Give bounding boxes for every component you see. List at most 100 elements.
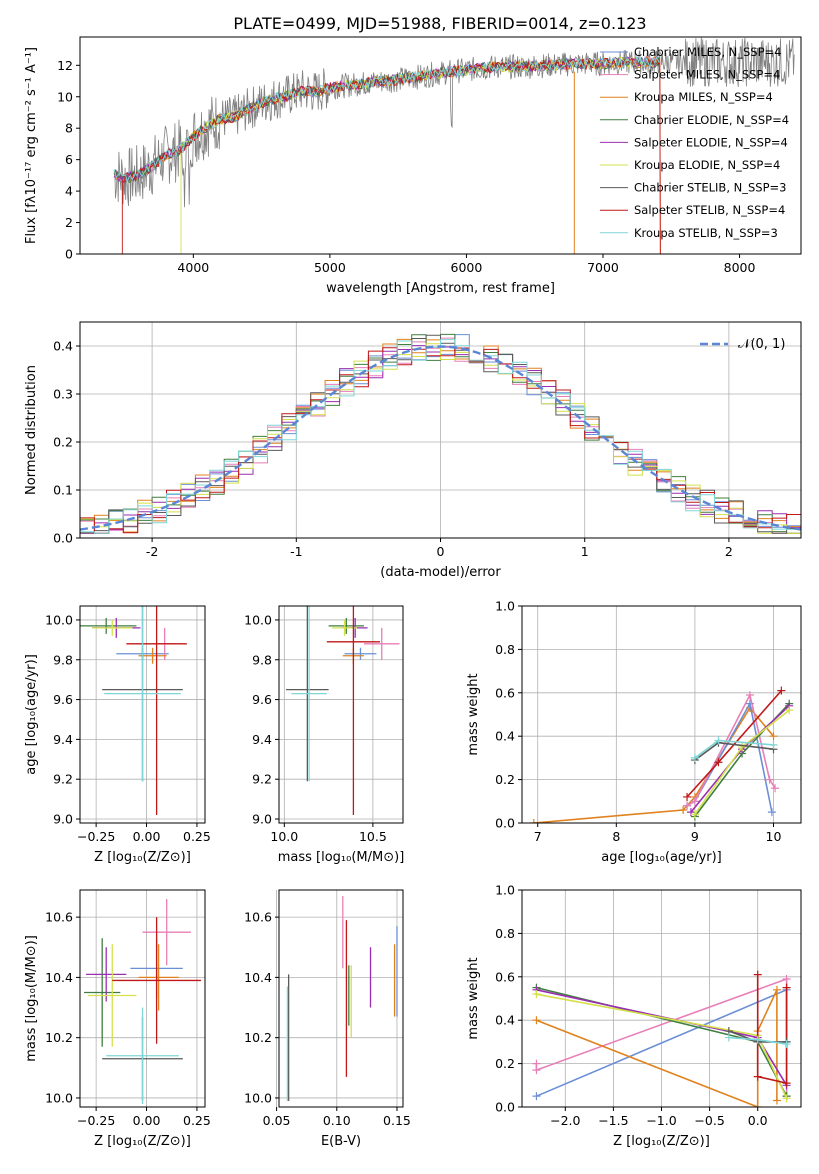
- x-axis-label: mass [log₁₀(M/M⊙)]: [278, 850, 405, 865]
- legend-entry: Chabrier MILES, N_SSP=4: [634, 45, 781, 59]
- y-tick-label: 10.0: [45, 612, 73, 627]
- weight-marker-kroupa_elodie: [782, 1094, 791, 1103]
- weight-marker-salpeter_miles: [690, 797, 699, 806]
- x-tick-label: 0.00: [133, 1113, 161, 1128]
- weight-marker-kroupa_stelib: [782, 1040, 791, 1049]
- x-tick-label: 10.5: [359, 829, 387, 844]
- weight-marker-salpeter_miles: [771, 784, 780, 793]
- weight-marker-kroupa_stelib: [714, 736, 723, 745]
- y-axis-label: Normed distribution: [24, 365, 39, 495]
- y-tick-label: 9.4: [53, 732, 73, 747]
- plot-area: [532, 970, 791, 1107]
- plot-area: [80, 606, 187, 816]
- weight-marker-salpeter_stelib: [753, 970, 762, 979]
- weight-marker-salpeter_miles: [532, 1066, 541, 1075]
- weight-line-salpeter_stelib: [756, 974, 788, 1085]
- x-axis-label: wavelength [Angstrom, rest frame]: [326, 281, 555, 296]
- x-tick-label: 7: [534, 829, 542, 844]
- weight-marker-kroupa_elodie: [690, 810, 699, 819]
- y-axis-label: Flux [fλ10⁻¹⁷ erg cm⁻² s⁻¹ A⁻¹]: [24, 47, 39, 244]
- y-tick-label: 0.4: [495, 729, 515, 744]
- x-tick-label: −1.0: [646, 1113, 676, 1128]
- x-tick-label: 0.00: [133, 829, 161, 844]
- y-tick-label: 10.0: [45, 1090, 73, 1105]
- y-tick-label: 0.0: [495, 1100, 515, 1115]
- legend: Chabrier MILES, N_SSP=4 Salpeter MILES, N…: [600, 45, 789, 240]
- x-tick-label: 0.10: [323, 1113, 351, 1128]
- mass-vs-ebv-panel: 0.05 0.10 0.15 10.0 10.2 10.4 10.6 E(B-V): [244, 889, 411, 1149]
- weight-marker-salpeter_stelib: [683, 792, 692, 801]
- plot-area: [80, 333, 801, 534]
- y-tick-label: 0.2: [495, 1056, 515, 1071]
- x-tick-label: 0: [437, 544, 445, 559]
- y-tick-label: 0.4: [495, 1013, 515, 1028]
- legend-entry: Kroupa MILES, N_SSP=4: [634, 90, 773, 104]
- weight-marker-kroupa_miles: [753, 1103, 762, 1107]
- weight-marker-kroupa_miles: [769, 732, 778, 741]
- weight-marker-kroupa_elodie: [738, 743, 747, 752]
- y-tick-label: 10.6: [45, 910, 73, 925]
- weight-marker-kroupa_miles: [532, 1016, 541, 1025]
- residuals-panel: 𝒩(0, 1) -2 -1 0 1 2 0.0 0.1 0.2 0.3 0.4 (data-model…: [24, 321, 802, 580]
- x-tick-label: 7000: [587, 260, 619, 275]
- weight-marker-salpeter_miles: [765, 775, 774, 784]
- y-tick-label: 9.0: [252, 812, 272, 827]
- y-tick-label: 10.2: [244, 1030, 272, 1045]
- weight-marker-kroupa_stelib: [724, 1033, 733, 1042]
- legend-entry: Kroupa STELIB, N_SSP=3: [634, 226, 778, 240]
- weight-marker-kroupa_stelib: [769, 740, 778, 749]
- y-tick-label: 0.6: [495, 685, 515, 700]
- y-tick-label: 0.0: [53, 531, 73, 546]
- weight-marker-salpeter_miles: [782, 974, 791, 983]
- y-tick-label: 10.4: [244, 970, 272, 985]
- y-axis-label: mass weight: [466, 673, 481, 755]
- axes-frame: [521, 605, 802, 824]
- y-tick-label: 0.8: [495, 642, 515, 657]
- x-tick-label: 10.0: [270, 829, 298, 844]
- y-tick-label: 10.2: [45, 1030, 73, 1045]
- x-axis-label: (data-model)/error: [380, 565, 501, 580]
- y-tick-label: 0.0: [495, 816, 515, 831]
- x-tick-label: 2: [725, 544, 733, 559]
- gaussian-curve: [80, 345, 801, 531]
- x-tick-label: −1.5: [598, 1113, 628, 1128]
- model-spectrum-kroupa_stelib: [113, 55, 661, 184]
- x-tick-label: 8000: [724, 260, 756, 275]
- model-spectrum-kroupa_elodie: [180, 56, 660, 254]
- y-tick-label: 1.0: [495, 883, 515, 898]
- weight-marker-salpeter_stelib: [777, 686, 786, 695]
- spectrum-panel: Chabrier MILES, N_SSP=4 Salpeter MILES, N…: [24, 36, 802, 296]
- plot-area: [286, 896, 398, 1101]
- x-tick-label: 0.0: [748, 1113, 768, 1128]
- x-tick-label: 0.25: [183, 829, 211, 844]
- x-tick-label: −0.25: [77, 1113, 115, 1128]
- y-tick-label: 0.8: [495, 926, 515, 941]
- weight-marker-kroupa_miles: [529, 819, 538, 823]
- weight-marker-kroupa_elodie: [785, 706, 794, 715]
- axes-frame: [79, 605, 206, 824]
- x-tick-label: 5000: [314, 260, 346, 275]
- y-tick-label: 2: [65, 215, 73, 230]
- y-tick-label: 9.6: [53, 692, 73, 707]
- plot-area: [529, 686, 794, 823]
- weight-marker-salpeter_stelib: [753, 1072, 762, 1081]
- y-tick-label: 0.6: [495, 969, 515, 984]
- y-tick-label: 0.4: [53, 339, 73, 354]
- age-vs-mass-panel: 10.0 10.5 9.0 9.2 9.4 9.6 9.8 10.0 mass [log₁₀(M…: [244, 605, 405, 865]
- figure-title: PLATE=0499, MJD=51988, FIBERID=0014, z=0…: [233, 14, 646, 33]
- x-tick-label: 10: [766, 829, 782, 844]
- legend-entry: Kroupa ELODIE, N_SSP=4: [634, 158, 780, 172]
- x-tick-label: 9: [691, 829, 699, 844]
- y-tick-label: 10.0: [244, 1090, 272, 1105]
- y-tick-label: 9.6: [252, 692, 272, 707]
- x-tick-label: -2: [146, 544, 158, 559]
- y-tick-label: 9.8: [252, 652, 272, 667]
- weight-marker-chabrier_miles: [767, 808, 776, 817]
- model-spectrum-kroupa_miles: [113, 56, 661, 254]
- y-tick-label: 9.2: [252, 772, 272, 787]
- y-tick-label: 10: [57, 89, 73, 104]
- axes-frame: [79, 889, 206, 1108]
- observed-spectrum: [113, 37, 795, 208]
- histogram-salpeter_stelib: [80, 347, 801, 534]
